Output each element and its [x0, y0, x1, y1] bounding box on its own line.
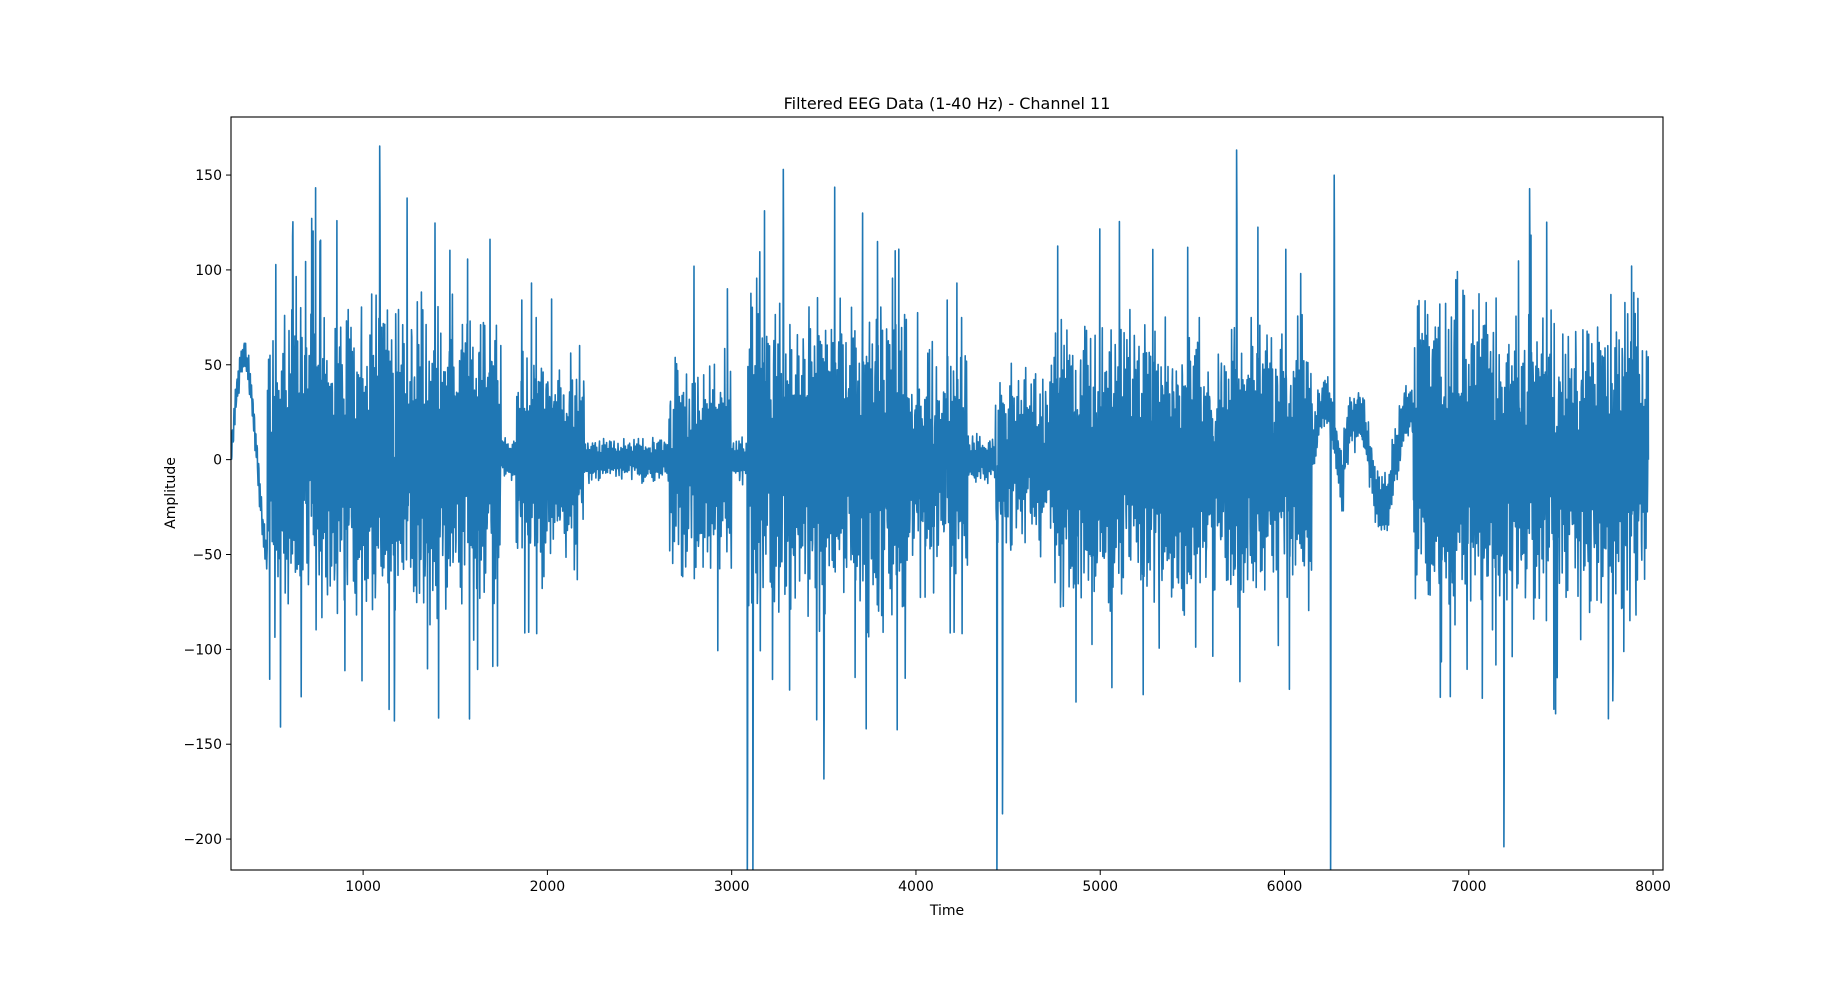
axes-frame — [230, 116, 1664, 871]
x-tick-label: 7000 — [1451, 879, 1487, 895]
x-axis-label: Time — [929, 903, 964, 919]
chart-title: Filtered EEG Data (1-40 Hz) - Channel 11 — [784, 94, 1111, 113]
x-tick-label: 2000 — [530, 879, 566, 895]
y-tick-label: 50 — [204, 358, 222, 374]
x-tick-label: 6000 — [1267, 879, 1303, 895]
x-tick-label: 1000 — [345, 879, 381, 895]
plot-area — [231, 145, 1650, 870]
eeg-signal-line — [231, 145, 1650, 870]
y-tick-label: 0 — [213, 453, 222, 469]
y-axis: 150 100 50 0 −50 −100 −150 −200 — [184, 168, 231, 848]
y-tick-label: −200 — [184, 832, 222, 848]
y-tick-label: 100 — [195, 263, 222, 279]
y-axis-label: Amplitude — [163, 457, 179, 529]
y-tick-label: 150 — [195, 168, 222, 184]
x-tick-label: 8000 — [1635, 879, 1671, 895]
y-tick-label: −100 — [184, 642, 222, 658]
x-axis: 1000 2000 3000 4000 5000 6000 7000 8000 — [345, 870, 1671, 895]
x-tick-label: 3000 — [714, 879, 750, 895]
y-tick-label: −150 — [184, 737, 222, 753]
x-tick-label: 5000 — [1082, 879, 1118, 895]
x-tick-label: 4000 — [898, 879, 934, 895]
y-tick-label: −50 — [192, 547, 222, 563]
